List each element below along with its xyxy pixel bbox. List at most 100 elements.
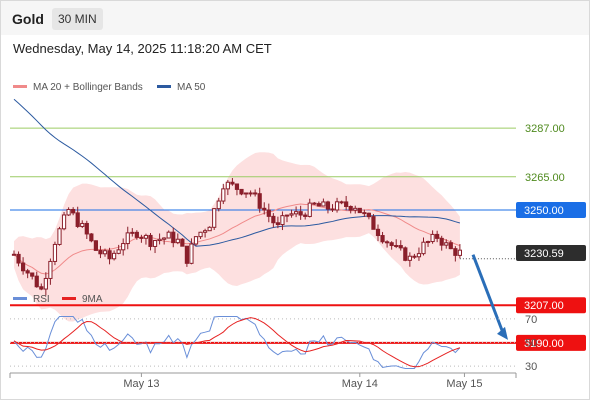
candle-body (25, 270, 30, 274)
candle (143, 233, 149, 245)
candle-body (294, 211, 299, 215)
candle-body (271, 215, 276, 224)
candle-body (212, 208, 217, 228)
candle-body (303, 214, 308, 217)
candle (380, 231, 385, 244)
candle (207, 226, 212, 232)
candle (307, 198, 312, 218)
candle-body (316, 203, 321, 207)
candle-body (371, 216, 376, 230)
candle-body (407, 255, 412, 261)
candle-body (339, 201, 344, 204)
candle-body (61, 214, 67, 230)
candle (334, 197, 340, 213)
rsi-line (13, 316, 461, 369)
legend-swatch-0 (13, 85, 27, 88)
candle (221, 183, 226, 205)
legend-label-1: MA 50 (177, 82, 206, 93)
candle (257, 187, 262, 213)
level-tag-3250.00 (516, 202, 586, 218)
candle (84, 220, 89, 239)
candle-body (253, 192, 258, 195)
candle-body (380, 235, 385, 243)
candle (112, 250, 117, 261)
candle-body (375, 228, 381, 237)
candle (389, 241, 394, 250)
candle-body (198, 231, 203, 238)
candle-body (416, 253, 422, 258)
candle-body (403, 247, 408, 261)
header-bar: Gold 30 MIN (1, 1, 589, 35)
candle-body (148, 234, 153, 247)
candle (212, 208, 217, 230)
candle (157, 233, 162, 245)
candle-body (11, 253, 17, 256)
candle-body (66, 208, 71, 216)
candle-body (312, 202, 317, 205)
candle-body (330, 208, 335, 211)
candle-body (394, 245, 399, 248)
candle (116, 244, 121, 255)
candle (43, 272, 48, 296)
candle (130, 228, 135, 237)
candle-body (89, 233, 94, 242)
candle (344, 195, 349, 211)
candle-body (98, 249, 103, 255)
candle (239, 188, 244, 196)
candle-body (266, 209, 271, 217)
projection-arrow-head (497, 326, 508, 340)
rsi-tick-30: 30 (525, 361, 537, 373)
rsi-legend-label-0: RSI (33, 294, 50, 305)
candle-body (157, 238, 162, 242)
level-label-3207.00: 3207.00 (524, 300, 564, 312)
candle (57, 226, 62, 246)
candle-body (257, 193, 262, 209)
candle (71, 207, 76, 216)
candle (353, 205, 358, 214)
candle (316, 201, 321, 207)
candle (75, 206, 80, 229)
candle-body (439, 237, 444, 246)
candle (152, 239, 158, 254)
candle (134, 230, 139, 240)
candle (321, 198, 326, 207)
ma50-line (13, 98, 461, 247)
candle (298, 205, 303, 220)
candle-body (362, 212, 367, 215)
candle (30, 272, 35, 280)
candle (412, 253, 417, 259)
candle (398, 240, 403, 251)
candle (166, 230, 171, 239)
candle (125, 226, 130, 250)
candle-body (262, 207, 267, 211)
candle (93, 240, 99, 251)
rsi-ma-line (13, 317, 461, 368)
candle (11, 250, 17, 256)
candle-body (425, 241, 431, 244)
candle (66, 207, 71, 216)
legend-label-0: MA 20 + Bollinger Bands (33, 82, 143, 93)
candle-body (152, 240, 158, 247)
candle (430, 230, 435, 244)
candle-body (357, 207, 362, 214)
candle (262, 202, 267, 215)
candle-body (75, 212, 80, 227)
timeframe-badge[interactable]: 30 MIN (52, 8, 103, 30)
candle (248, 190, 253, 197)
candle-body (221, 188, 226, 202)
legend-swatch-1 (157, 85, 171, 88)
candle-body (412, 255, 417, 258)
candle (425, 240, 431, 247)
rsi-tick-50: 50 (525, 338, 537, 350)
candle-body (284, 214, 290, 217)
candle-body (344, 201, 349, 207)
candle (184, 245, 190, 267)
candle-body (134, 231, 139, 238)
candle-body (334, 201, 340, 211)
candle-body (457, 249, 462, 256)
candle-body (239, 188, 244, 195)
candle-body (430, 233, 435, 243)
candle-body (298, 211, 303, 216)
candle (148, 233, 153, 251)
